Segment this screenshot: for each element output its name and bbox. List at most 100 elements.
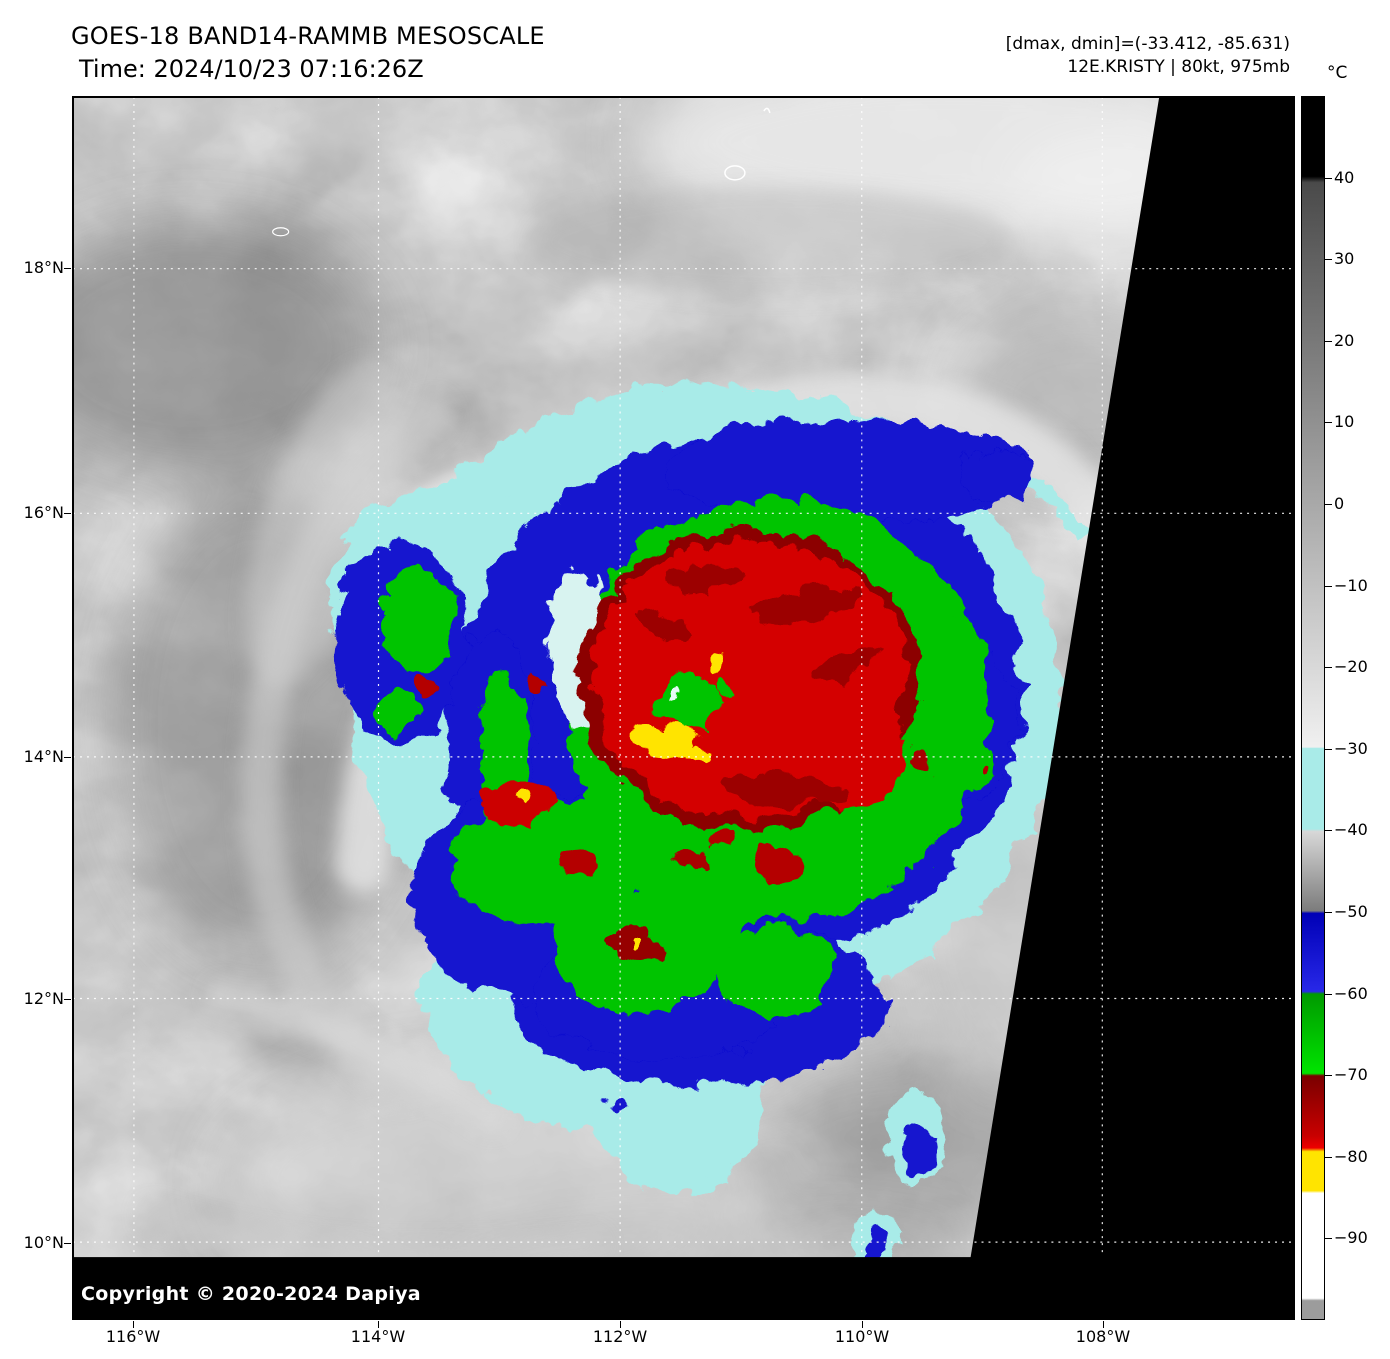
image-shape [805,639,882,677]
yellow-cold-tops [512,649,722,944]
image-shape [959,733,994,782]
eye-region [654,670,729,722]
colorbar-tick-mark [1325,585,1332,587]
temperature-colorbar [1301,96,1325,1320]
lon-tick-mark [862,1321,864,1328]
image-shape [139,1202,606,1269]
lat-tick-mark [64,998,71,1000]
colorbar-tick-label: −50 [1334,902,1368,921]
lon-tick-mark [1102,1321,1104,1328]
lat-label: 18°N [23,257,64,277]
image-shape [472,664,523,808]
image-shape [372,556,449,667]
image-shape [676,739,712,758]
lat-tick-mark [64,756,71,758]
colorbar-tick-mark [1325,993,1332,995]
image-shape [907,746,926,765]
no-data-mask [73,97,1294,1319]
image-shape [372,681,413,731]
colorbar-tick-label: 30 [1334,249,1355,269]
image-shape [626,600,690,637]
image-shape [727,1035,742,1050]
colorbar-tick-label: −40 [1334,820,1368,840]
colorbar-tick-mark [1325,1238,1332,1240]
lon-tick-mark [620,1321,622,1328]
image-shape [960,97,1294,1319]
colorbar-tick-label: −30 [1334,738,1368,758]
copyright-watermark: Copyright © 2020-2024 Dapiya [81,1283,421,1305]
image-shape [763,107,771,114]
timestamp: Time: 2024/10/23 07:16:26Z [79,55,424,83]
lon-tick-mark [377,1321,379,1328]
colorbar-tick-label: 0 [1334,494,1345,513]
image-shape [900,1119,929,1168]
lon-label: 114°W [350,1327,406,1346]
image-shape [973,758,984,769]
image-shape [245,363,401,689]
image-shape [711,920,832,1011]
high-cloud-outlines [272,107,771,237]
colorbar-tick-label: −90 [1334,1228,1368,1248]
colorbar-tick-mark [1325,422,1332,424]
lon-label: 108°W [1075,1327,1131,1346]
image-shape [631,718,697,749]
image-shape [724,165,746,181]
colorbar-tick-mark [1325,177,1332,179]
image-shape [858,1220,885,1261]
colorbar-tick-mark [1325,340,1332,342]
lat-tick-mark [64,267,71,269]
lon-label: 110°W [834,1327,890,1346]
image-shape [697,828,726,847]
image-shape [512,786,527,801]
image-shape [710,672,729,691]
colorbar-tick-label: −60 [1334,983,1368,1003]
colorbar-tick-label: −10 [1334,575,1368,595]
satellite-imagery [73,97,1294,1319]
lon-label: 112°W [592,1327,648,1346]
image-shape [703,649,722,668]
colorbar-tick-mark [1325,1075,1332,1077]
image-shape [207,980,508,1131]
lat-label: 12°N [23,988,64,1008]
lat-label: 16°N [23,503,64,523]
image-shape [657,558,737,584]
image-shape [519,668,536,685]
image-shape [410,670,429,689]
image-shape [272,227,290,237]
colorbar-tick-label: 20 [1334,330,1355,350]
image-shape [73,216,383,477]
image-shape [745,580,855,616]
colorbar-tick-mark [1325,912,1332,913]
colorbar-unit-label: °C [1327,63,1348,83]
image-shape [73,1257,1294,1319]
header-right-info: [dmax, dmin]=(-33.412, -85.631) 12E.KRIS… [1006,33,1290,79]
image-shape [718,766,842,802]
lat-tick-mark [64,513,71,515]
colorbar-tick-label: −20 [1334,657,1368,677]
storm-info: 12E.KRISTY | 80kt, 975mb [1067,57,1290,77]
colorbar-tick-label: −80 [1334,1146,1368,1166]
dmax-dmin-readout: [dmax, dmin]=(-33.412, -85.631) [1005,34,1290,54]
satellite-map: Copyright © 2020-2024 Dapiya [72,96,1295,1320]
map-border [73,97,1294,1319]
colorbar-tick-label: −70 [1334,1065,1368,1085]
image-shape [662,412,1032,517]
graticule [73,97,1294,1258]
colorbar-tick-mark [1325,259,1332,261]
image-shape [630,810,750,961]
colorbar-tick-label: 40 [1334,167,1355,187]
lat-tick-mark [64,1243,71,1244]
colorbar-tick-mark [1325,504,1332,505]
lat-label: 10°N [23,1233,64,1252]
colorbar-tick-mark [1325,1156,1332,1158]
colorbar-tick-mark [1325,748,1332,750]
lon-label: 116°W [105,1327,161,1346]
image-shape [532,186,1012,297]
image-shape [671,688,680,697]
image-shape [690,1172,709,1191]
image-shape [627,933,638,944]
lat-label: 14°N [23,746,64,766]
image-shape [745,841,798,874]
image-shape [951,442,1032,495]
